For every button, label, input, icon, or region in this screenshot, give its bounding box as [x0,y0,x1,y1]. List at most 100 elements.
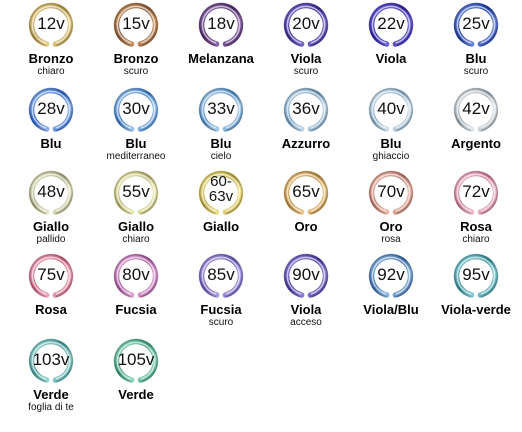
color-name: Giallo [202,219,240,234]
color-subname: scuro [463,66,489,77]
voltage-label: 20v [292,14,320,33]
color-name: Viola [290,302,322,317]
ring-icon [198,170,244,215]
swatch-30v: 30v Blu mediterraneo [93,87,179,174]
ring-icon [453,170,499,215]
ring-icon [28,338,74,383]
voltage-label: 105v [117,350,155,369]
voltage-label: 36v [292,99,320,118]
ring-icon [113,338,159,383]
swatch-22v: 22v Viola [348,2,434,89]
color-name: Viola/Blu [363,302,419,317]
color-name: Bronzo [28,51,74,66]
swatch-85v: 85v Fucsia scuro [178,253,264,340]
color-name: Verde [33,387,69,402]
voltage-label: 40v [377,99,405,118]
color-name: Melanzana [188,51,254,66]
color-name: Argento [451,136,501,151]
voltage-label: 25v [462,14,490,33]
color-subname: scuro [293,66,319,77]
voltage-label: 48v [37,182,65,201]
color-name: Viola-verde [441,302,511,317]
color-subname: chiaro [37,66,65,77]
voltage-label: 95v [462,265,490,284]
ring-icon [453,2,499,47]
color-subname: pallido [36,234,66,245]
color-subname: acceso [290,317,322,328]
ring-icon [283,2,329,47]
voltage-label: 12v [37,14,65,33]
ring-icon [368,87,414,132]
color-name: Rosa [460,219,492,234]
voltage-label: 80v [122,265,150,284]
swatch-48v: 48v Giallo pallido [8,170,94,257]
color-name: Oro [294,219,318,234]
color-subname: ghiaccio [372,151,410,162]
ring-icon [28,87,74,132]
swatch-12v: 12v Bronzo chiaro [8,2,94,89]
color-name: Verde [118,387,154,402]
ring-icon [453,87,499,132]
color-name: Blu [210,136,232,151]
ring-icon [28,253,74,298]
color-name: Blu [380,136,402,151]
voltage-label: 72v [462,182,490,201]
voltage-label: 15v [122,14,150,33]
voltage-label: 60- 63v [208,173,234,205]
color-name: Giallo [117,219,155,234]
ring-icon [113,253,159,298]
color-name: Fucsia [115,302,157,317]
ring-icon [368,253,414,298]
ring-icon [283,87,329,132]
swatch-103v: 103v Verde foglia di te [8,338,94,425]
swatch-40v: 40v Blu ghiaccio [348,87,434,174]
ring-icon [368,170,414,215]
color-name: Azzurro [281,136,331,151]
color-name: Giallo [32,219,70,234]
voltage-label: 18v [207,14,235,33]
voltage-label: 22v [377,14,405,33]
color-name: Blu [40,136,62,151]
voltage-label: 85v [207,265,235,284]
color-subname: chiaro [462,234,490,245]
swatch-20v: 20v Viola scuro [263,2,349,89]
color-name: Fucsia [200,302,242,317]
swatch-70v: 70v Oro rosa [348,170,434,257]
voltage-label: 92v [377,265,405,284]
swatch-72v: 72v Rosa chiaro [433,170,519,257]
color-subname: chiaro [122,234,150,245]
ring-icon [198,87,244,132]
swatch-105v: 105v Verde [93,338,179,425]
ring-icon [198,2,244,47]
color-name: Viola [375,51,407,66]
ring-icon [368,2,414,47]
ring-icon [113,87,159,132]
swatch-25v: 25v Blu scuro [433,2,519,89]
voltage-label: 30v [122,99,150,118]
ring-icon [113,170,159,215]
swatch-18v: 18v Melanzana [178,2,264,89]
ring-icon [198,253,244,298]
swatch-65v: 65v Oro [263,170,349,257]
swatch-80v: 80v Fucsia [93,253,179,340]
ring-icon [283,253,329,298]
swatch-28v: 28v Blu [8,87,94,174]
color-subname: mediterraneo [106,151,166,162]
swatch-92v: 92v Viola/Blu [348,253,434,340]
ring-icon [283,170,329,215]
voltage-label: 75v [37,265,65,284]
voltage-label: 55v [122,182,150,201]
color-name: Rosa [35,302,67,317]
voltage-label: 103v [32,350,70,369]
color-subname: rosa [381,234,401,245]
color-name: Bronzo [113,51,159,66]
swatch-55v: 55v Giallo chiaro [93,170,179,257]
color-subname: cielo [210,151,232,162]
swatch-95v: 95v Viola-verde [433,253,519,340]
voltage-label: 65v [292,182,320,201]
color-name: Blu [465,51,487,66]
color-subname: scuro [123,66,149,77]
voltage-label: 90v [292,265,320,284]
color-name: Viola [290,51,322,66]
voltage-label: 42v [462,99,490,118]
